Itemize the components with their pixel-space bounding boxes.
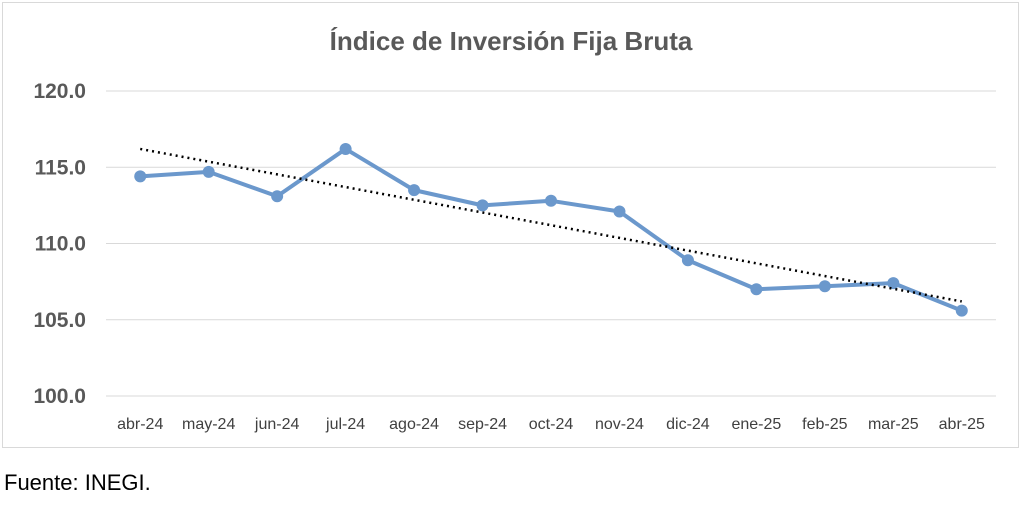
trendline-layer (140, 147, 962, 303)
data-point (613, 205, 626, 218)
data-point (476, 199, 489, 212)
source-note: Fuente: INEGI. (4, 470, 151, 495)
x-tick-label: ene-25 (731, 416, 781, 433)
data-point (955, 304, 968, 317)
x-tick-label: jul-24 (325, 416, 365, 433)
x-tick-label: abr-25 (939, 416, 985, 433)
data-point (202, 165, 215, 178)
y-tick-label: 120.0 (33, 80, 86, 103)
x-tick-label: dic-24 (666, 416, 710, 433)
data-point (134, 170, 147, 183)
x-tick-label: mar-25 (868, 416, 919, 433)
x-tick-label: oct-24 (529, 416, 574, 433)
chart-frame: Índice de Inversión Fija Bruta 100.0 105.… (2, 2, 1019, 448)
line-chart: Índice de Inversión Fija Bruta 100.0 105.… (33, 26, 996, 433)
x-tick-label: abr-24 (117, 416, 163, 433)
data-point (339, 142, 352, 155)
y-tick-label: 105.0 (33, 309, 86, 332)
x-tick-label: may-24 (182, 416, 235, 433)
data-point (271, 190, 284, 203)
y-tick-label: 115.0 (35, 156, 86, 179)
x-tick-label: nov-24 (595, 416, 644, 433)
x-tick-label: sep-24 (458, 416, 507, 433)
x-tick-label: feb-25 (802, 416, 847, 433)
data-point (408, 184, 421, 197)
y-tick-label: 110.0 (35, 233, 86, 256)
trendline (140, 147, 962, 303)
data-point (887, 277, 900, 290)
data-point (545, 194, 557, 207)
grid-layer (106, 90, 996, 397)
data-point (818, 280, 831, 293)
series-line (140, 146, 963, 313)
y-tick-label: 100.0 (33, 385, 86, 408)
x-axis-ticks: abr-24 may-24 jun-24 jul-24 ago-24 sep-24 oct-… (117, 416, 985, 433)
x-tick-label: jun-24 (254, 416, 300, 433)
chart-title: Índice de Inversión Fija Bruta (330, 26, 693, 56)
data-point (750, 283, 763, 296)
y-axis-ticks: 100.0 105.0 110.0 115.0 120.0 (33, 80, 86, 408)
series-layer (134, 142, 968, 317)
x-tick-label: ago-24 (389, 416, 439, 433)
data-point (681, 254, 694, 267)
